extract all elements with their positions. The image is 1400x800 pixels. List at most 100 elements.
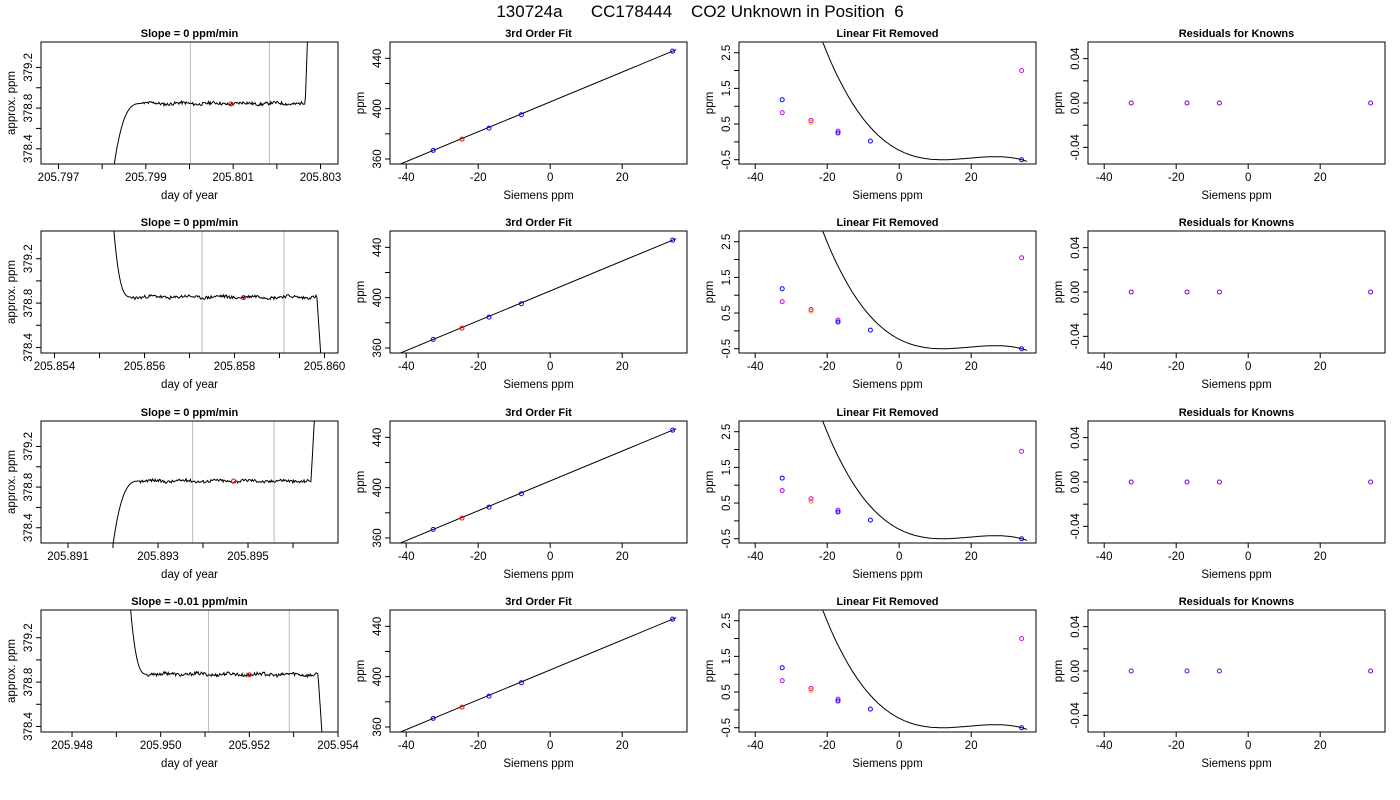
plot-area <box>112 421 315 543</box>
panel-linfit: Linear Fit Removed Siemens ppm ppm -40 -20 0 2… <box>704 28 1037 202</box>
x-axis-label: Siemens ppm <box>852 569 922 581</box>
raw-point <box>808 117 814 123</box>
y-tick-label: 0.04 <box>1070 426 1082 449</box>
raw-point <box>779 488 785 494</box>
y-axis-label: ppm <box>355 281 367 303</box>
known-point <box>867 327 873 333</box>
y-tick-label: 400 <box>372 667 384 686</box>
residual-curve <box>822 42 1028 162</box>
known-point <box>779 286 785 292</box>
y-tick-label: 440 <box>372 617 384 636</box>
unknown-point <box>459 515 465 521</box>
x-tick-label: -20 <box>819 740 836 752</box>
raw-point <box>808 685 814 691</box>
y-tick-label: 360 <box>372 528 384 547</box>
y-tick-label: 400 <box>372 478 384 497</box>
x-tick-label: -40 <box>398 361 415 373</box>
raw-point <box>779 110 785 116</box>
x-tick-label: -20 <box>819 551 836 563</box>
y-tick-label: -0.04 <box>1070 702 1082 729</box>
known-point <box>670 616 676 622</box>
residual-point <box>1368 668 1374 674</box>
known-point <box>670 237 676 243</box>
plot-frame <box>738 420 1037 544</box>
known-point <box>779 97 785 103</box>
plot-area <box>1128 100 1374 106</box>
y-axis-label: ppm <box>704 281 716 303</box>
known-point <box>486 314 492 320</box>
panel-title: Linear Fit Removed <box>836 28 938 40</box>
panel-linfit: Linear Fit Removed Siemens ppm ppm -40 -20 0 2… <box>704 596 1037 770</box>
plot-frame <box>1087 420 1386 544</box>
residual-point <box>1216 289 1222 295</box>
x-tick-label: 205.854 <box>34 361 76 373</box>
plot-frame <box>1087 609 1386 733</box>
y-axis-label: approx. ppm <box>6 260 18 324</box>
y-tick-label: 379.2 <box>23 623 35 652</box>
y-tick-label: 0.04 <box>1070 236 1082 259</box>
unknown-marker <box>231 478 237 484</box>
x-tick-label: -20 <box>470 740 487 752</box>
known-point <box>486 693 492 699</box>
trace-line <box>113 231 322 353</box>
x-tick-label: -40 <box>747 172 764 184</box>
plot-frame <box>389 41 688 165</box>
y-tick-label: 440 <box>372 428 384 447</box>
x-tick-label: 20 <box>616 361 629 373</box>
x-axis-label: Siemens ppm <box>1201 758 1271 770</box>
x-tick-label: 20 <box>1314 172 1327 184</box>
x-axis-label: day of year <box>161 190 218 202</box>
plot-area <box>779 610 1028 731</box>
y-axis-label: ppm <box>1053 471 1065 493</box>
x-tick-label: -40 <box>747 740 764 752</box>
plot-frame <box>40 41 339 165</box>
y-axis-label: ppm <box>704 471 716 493</box>
known-point <box>430 715 436 721</box>
raw-point <box>835 128 841 134</box>
plot-frame <box>389 609 688 733</box>
x-tick-label: -40 <box>747 551 764 563</box>
y-tick-label: 0.00 <box>1070 281 1082 303</box>
y-tick-label: 1.5 <box>721 80 733 96</box>
panel-trace: Slope = 0 ppm/min day of year approx. ppm 2… <box>6 217 346 391</box>
raw-point <box>1019 636 1025 642</box>
residual-point <box>1184 668 1190 674</box>
x-axis-label: Siemens ppm <box>1201 569 1271 581</box>
plot-area <box>1128 289 1374 295</box>
plot-frame <box>738 41 1037 165</box>
x-axis-label: Siemens ppm <box>1201 379 1271 391</box>
x-tick-label: 0 <box>547 361 553 373</box>
known-point <box>486 125 492 131</box>
plot-area <box>399 48 677 164</box>
plot-area <box>399 237 677 353</box>
x-tick-label: 0 <box>896 551 902 563</box>
x-tick-label: -40 <box>398 740 415 752</box>
known-point <box>486 504 492 510</box>
x-tick-label: 20 <box>965 361 978 373</box>
x-tick-label: 205.860 <box>304 361 346 373</box>
known-point <box>518 491 524 497</box>
x-axis-label: day of year <box>161 379 218 391</box>
y-tick-label: 2.5 <box>721 234 733 250</box>
x-tick-label: 205.893 <box>137 551 179 563</box>
x-axis-label: Siemens ppm <box>852 190 922 202</box>
x-axis-label: Siemens ppm <box>503 569 573 581</box>
x-axis-label: Siemens ppm <box>852 379 922 391</box>
x-tick-label: 0 <box>547 740 553 752</box>
known-point <box>670 48 676 54</box>
residual-curve <box>822 231 1028 351</box>
y-tick-label: 378.8 <box>23 94 35 123</box>
x-tick-label: -40 <box>398 172 415 184</box>
unknown-point <box>808 687 814 693</box>
panel-title: Linear Fit Removed <box>836 407 938 419</box>
panel-fit: 3rd Order Fit Siemens ppm ppm -40 -20 0 20 360 4… <box>355 217 688 391</box>
page-title: 130724a CC178444 CO2 Unknown in Position… <box>496 2 904 21</box>
panel-title: Residuals for Knowns <box>1179 596 1295 608</box>
x-tick-label: -40 <box>1096 172 1113 184</box>
x-tick-label: 20 <box>1314 740 1327 752</box>
x-tick-label: 0 <box>896 172 902 184</box>
known-point <box>1019 536 1025 542</box>
panel-resid: Residuals for Knowns Siemens ppm ppm -40 -20… <box>1053 407 1386 581</box>
panel-title: Slope = 0 ppm/min <box>141 217 239 229</box>
panel-title: 3rd Order Fit <box>505 217 572 229</box>
